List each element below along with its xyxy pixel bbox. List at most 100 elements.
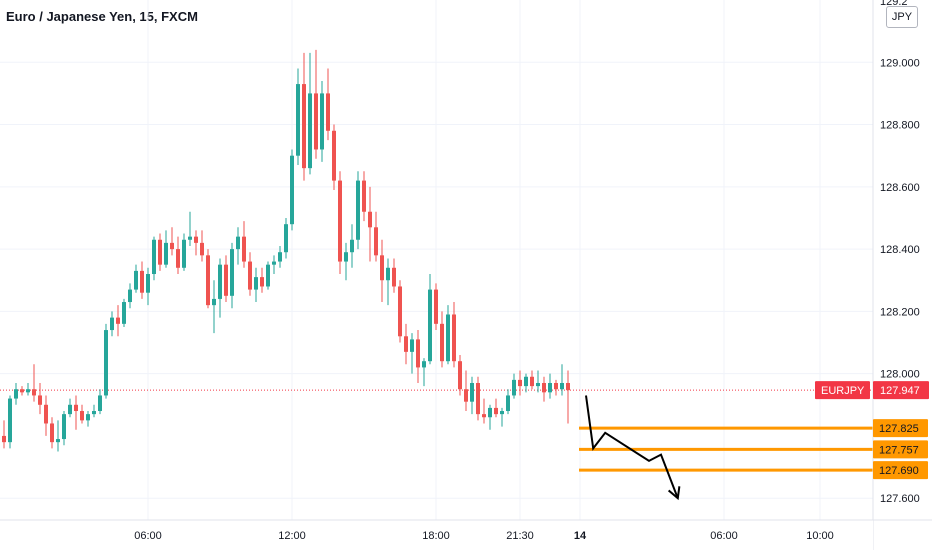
candle-body <box>470 382 474 402</box>
time-tick-label: 06:00 <box>134 530 162 542</box>
candle-body <box>542 382 546 393</box>
candle-body <box>446 314 450 362</box>
projection-path[interactable] <box>585 395 679 499</box>
candle-body <box>92 411 96 415</box>
candle-body <box>320 93 324 150</box>
candle-body <box>506 395 510 412</box>
candle-body <box>116 317 120 324</box>
candle-body <box>314 93 318 150</box>
candle-body <box>218 264 222 299</box>
candle-body <box>212 298 216 306</box>
candle-body <box>224 264 228 296</box>
candle-body <box>308 93 312 169</box>
price-tick-label: 128.600 <box>880 182 920 194</box>
symbol-tag <box>815 381 870 400</box>
time-axis-labels: 06:00 12:00 18:00 21:30 14 06:00 10:00 <box>134 530 834 542</box>
candle-body <box>290 155 294 225</box>
candle-body <box>194 236 198 243</box>
candles <box>2 49 570 452</box>
candle-body <box>152 239 156 275</box>
level-price-tag <box>873 440 928 459</box>
candle-body <box>386 267 390 281</box>
candle-body <box>200 242 204 256</box>
candle-body <box>362 180 366 212</box>
candle-body <box>524 376 528 387</box>
candle-body <box>158 239 162 265</box>
candle-body <box>518 379 522 387</box>
candle-body <box>62 414 66 440</box>
candle-body <box>560 382 564 390</box>
level-price-tag <box>873 461 928 480</box>
last-price-label: 127.947 <box>880 385 920 397</box>
price-tick-label: 128.200 <box>880 306 920 318</box>
arrow-head <box>667 486 681 501</box>
candle-body <box>254 277 258 290</box>
time-tick-label: 14 <box>574 530 587 542</box>
candle-body <box>122 302 126 324</box>
candle-body <box>26 389 30 393</box>
candle-body <box>236 236 240 250</box>
candle-body <box>2 435 6 443</box>
candle-body <box>56 439 60 443</box>
price-tick-label: 129.000 <box>880 57 920 69</box>
candle-body <box>176 249 180 268</box>
candle-body <box>482 414 486 418</box>
candle-body <box>260 277 264 287</box>
grid-lines <box>0 0 873 520</box>
candle-body <box>404 336 408 352</box>
candle-body <box>242 236 246 262</box>
price-tick-label: 128.400 <box>880 244 920 256</box>
time-axis-bg[interactable] <box>0 520 873 550</box>
candle-body <box>476 382 480 415</box>
price-tick-label: 128.800 <box>880 120 920 132</box>
candle-body <box>266 264 270 287</box>
candle-body <box>188 236 192 240</box>
candle-body <box>554 382 558 390</box>
price-axis-bg[interactable] <box>873 0 932 550</box>
candle-body <box>44 404 48 424</box>
candle-body <box>494 407 498 415</box>
price-tick-label: 128.000 <box>880 369 920 381</box>
candle-body <box>170 242 174 250</box>
candle-body <box>356 180 360 240</box>
candle-body <box>464 389 468 402</box>
candle-body <box>284 224 288 253</box>
candle-body <box>104 330 108 396</box>
candle-body <box>38 395 42 405</box>
time-tick-label: 12:00 <box>278 530 306 542</box>
currency-button[interactable]: JPY <box>886 6 918 28</box>
level-price-tag <box>873 419 928 438</box>
candle-body <box>536 382 540 387</box>
candle-body <box>458 361 462 390</box>
candle-body <box>440 323 444 362</box>
candle-body <box>296 84 300 156</box>
price-labels: 127.825 127.757 127.690 EURJPY 127.947 <box>815 381 929 480</box>
candle-body <box>452 314 456 362</box>
candle-body <box>32 389 36 396</box>
candle-body <box>272 261 276 265</box>
candle-body <box>530 376 534 387</box>
candle-body <box>548 382 552 393</box>
candle-body <box>74 404 78 412</box>
candle-body <box>344 252 348 262</box>
candle-body <box>350 239 354 253</box>
candle-body <box>68 404 72 415</box>
time-tick-label: 06:00 <box>710 530 738 542</box>
candle-body <box>512 379 516 396</box>
candle-body <box>182 239 186 268</box>
candle-body <box>434 289 438 324</box>
candle-body <box>110 317 114 331</box>
time-tick-label: 21:30 <box>506 530 534 542</box>
candle-body <box>80 411 84 421</box>
horizontal-levels[interactable] <box>579 426 873 472</box>
candle-body <box>374 227 378 256</box>
candle-body <box>14 389 18 399</box>
candle-body <box>302 84 306 169</box>
time-tick-label: 10:00 <box>806 530 834 542</box>
candle-body <box>134 270 138 290</box>
candle-body <box>230 249 234 296</box>
candle-body <box>338 180 342 262</box>
level-price-label: 127.825 <box>879 423 919 435</box>
